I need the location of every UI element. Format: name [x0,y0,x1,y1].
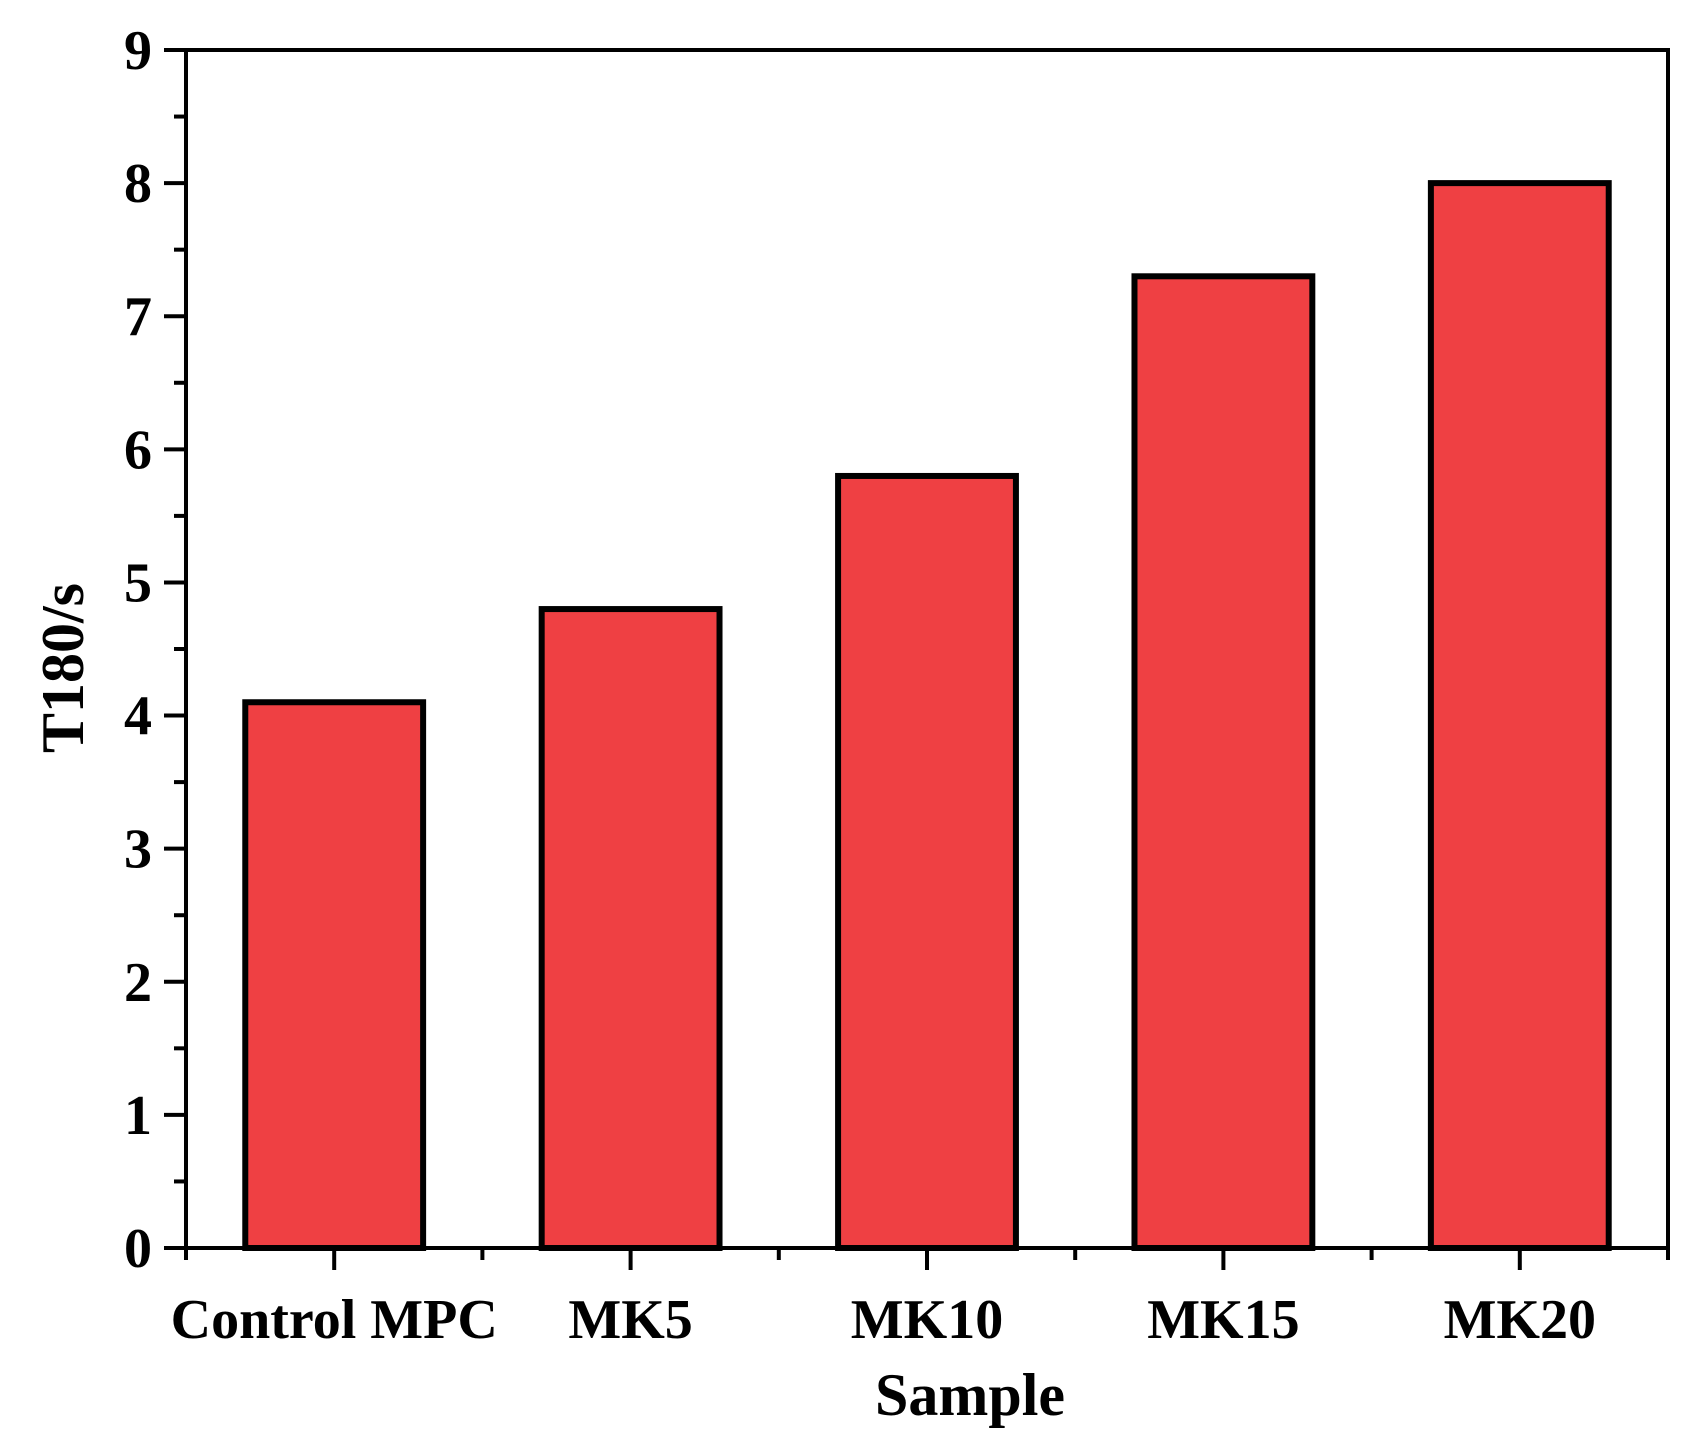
x-tick-label: MK15 [1147,1289,1299,1351]
y-axis-title: T180/s [30,583,96,753]
x-tick-label: MK10 [851,1289,1003,1351]
y-tick-labels: 0 1 2 3 4 5 6 7 8 9 [124,20,152,1280]
x-tick-label: MK20 [1444,1289,1596,1351]
bar-4 [1427,180,1612,1252]
x-tick-label: Control MPC [171,1289,498,1351]
y-tick-label: 8 [124,153,152,215]
bar-0 [242,699,427,1251]
y-tick-label: 6 [124,419,152,481]
bar-3 [1131,273,1316,1251]
y-tick-label: 2 [124,952,152,1014]
y-tick-label: 0 [124,1218,152,1280]
y-tick-label: 4 [124,686,152,748]
y-tick-label: 7 [124,286,152,348]
bars-group [242,180,1612,1252]
axes-group [164,48,1670,1270]
x-axis-title: Sample [875,1362,1065,1428]
bar-1 [538,606,723,1251]
bar-2 [835,472,1019,1251]
y-tick-label: 5 [124,552,152,614]
x-tick-label: MK5 [568,1289,692,1351]
y-tick-label: 1 [124,1085,152,1147]
x-tick-labels: Control MPC MK5 MK10 MK15 MK20 [171,1289,1596,1351]
y-tick-label: 3 [124,819,152,881]
y-tick-label: 9 [124,20,152,82]
